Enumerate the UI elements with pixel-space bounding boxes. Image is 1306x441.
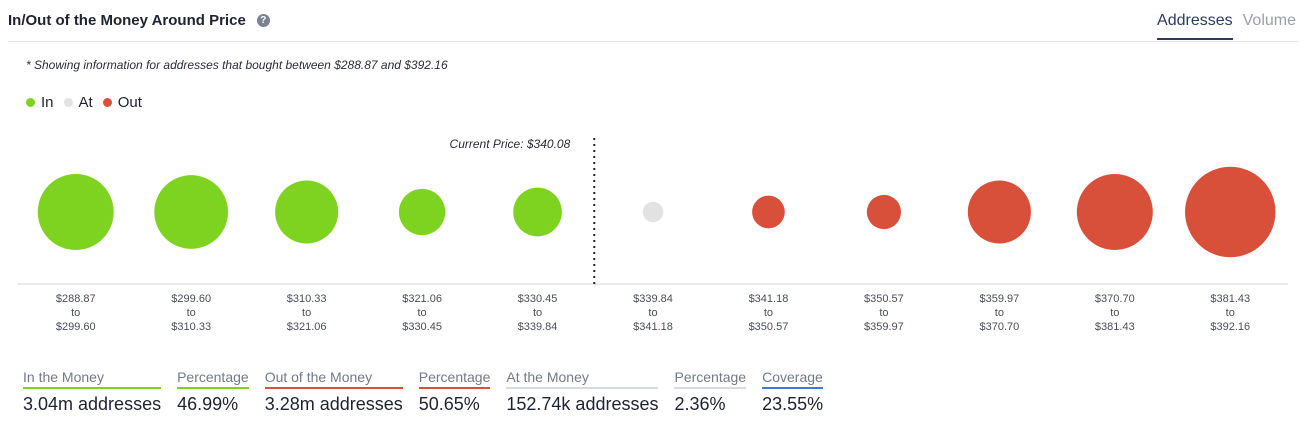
tick-label-from: $350.57 bbox=[864, 293, 904, 305]
tick-label-connector: to bbox=[764, 307, 773, 319]
stat-value: 3.04m addresses bbox=[23, 394, 162, 414]
question-circle-icon[interactable]: ? bbox=[256, 14, 270, 27]
bubble-out[interactable] bbox=[967, 180, 1031, 244]
tick-label-from: $370.70 bbox=[1095, 293, 1135, 305]
widget-title: In/Out of the Money Around Price ? bbox=[8, 12, 270, 29]
stat-value: 3.28m addresses bbox=[264, 394, 403, 414]
legend-item-at[interactable]: At bbox=[63, 94, 93, 111]
tick-label-to: $350.57 bbox=[749, 321, 789, 333]
tick-label-to: $341.18 bbox=[633, 321, 673, 333]
tick-label-from: $310.33 bbox=[287, 293, 327, 305]
tick-label-to: $321.06 bbox=[287, 321, 327, 333]
bubble-in[interactable] bbox=[275, 180, 339, 244]
view-tabs: Addresses Volume bbox=[1147, 12, 1296, 40]
bubble-at[interactable] bbox=[642, 201, 664, 223]
current-price-label: Current Price: $340.08 bbox=[450, 137, 571, 151]
stat-label: In the Money bbox=[23, 369, 162, 389]
stat-coverage: Coverage 23.55% bbox=[762, 369, 824, 415]
bubble-in[interactable] bbox=[154, 175, 229, 249]
legend-dot-at-icon bbox=[63, 98, 73, 107]
stat-label: Percentage bbox=[418, 369, 491, 389]
legend-label-at: At bbox=[78, 94, 93, 111]
bubble-chart: $288.87 to $299.60 $299.60 to $310.33 $310.33 t… bbox=[18, 137, 1288, 333]
stat-in-percentage: Percentage 46.99% bbox=[177, 369, 249, 415]
tick-label-to: $370.70 bbox=[979, 321, 1019, 333]
header-divider bbox=[8, 41, 1298, 42]
bubble-out[interactable] bbox=[866, 194, 902, 230]
tick-label-from: $288.87 bbox=[56, 293, 96, 305]
legend-label-in: In bbox=[41, 94, 54, 111]
tick-label-connector: to bbox=[1226, 307, 1235, 319]
tick-label-from: $321.06 bbox=[402, 293, 442, 305]
tick-label-connector: to bbox=[1110, 307, 1119, 319]
chart-legend: In At Out bbox=[26, 94, 152, 111]
tick-label-to: $381.43 bbox=[1095, 321, 1135, 333]
tick-label-connector: to bbox=[533, 307, 542, 319]
stat-label: Percentage bbox=[674, 369, 747, 389]
tick-label-from: $341.18 bbox=[749, 293, 789, 305]
bubble-in[interactable] bbox=[37, 174, 114, 250]
tick-label-connector: to bbox=[187, 307, 196, 319]
tick-label-from: $330.45 bbox=[518, 293, 558, 305]
stat-label: Percentage bbox=[177, 369, 249, 389]
legend-item-in[interactable]: In bbox=[26, 94, 54, 111]
tick-label-from: $381.43 bbox=[1210, 293, 1250, 305]
stat-label: At the Money bbox=[506, 369, 659, 389]
legend-item-out[interactable]: Out bbox=[102, 94, 142, 111]
stat-value: 46.99% bbox=[177, 394, 239, 414]
legend-dot-in-icon bbox=[26, 98, 35, 107]
bubble-out[interactable] bbox=[1185, 166, 1276, 258]
stat-value: 152.74k addresses bbox=[506, 394, 659, 414]
tick-label-connector: to bbox=[995, 307, 1004, 319]
widget-title-text: In/Out of the Money Around Price bbox=[8, 12, 246, 29]
stat-out-of-the-money: Out of the Money 3.28m addresses bbox=[264, 369, 403, 415]
tick-label-connector: to bbox=[302, 307, 311, 319]
stat-in-the-money: In the Money 3.04m addresses bbox=[23, 369, 162, 415]
tab-addresses[interactable]: Addresses bbox=[1157, 12, 1233, 40]
stat-label: Out of the Money bbox=[264, 369, 403, 389]
tick-label-connector: to bbox=[879, 307, 888, 319]
tick-label-connector: to bbox=[71, 307, 80, 319]
stat-at-percentage: Percentage 2.36% bbox=[674, 369, 747, 415]
stat-value: 2.36% bbox=[674, 394, 726, 414]
stat-out-percentage: Percentage 50.65% bbox=[418, 369, 491, 415]
bubble-in[interactable] bbox=[513, 187, 562, 237]
bubble-in[interactable] bbox=[398, 188, 446, 236]
tick-label-to: $310.33 bbox=[171, 321, 211, 333]
tick-label-to: $392.16 bbox=[1210, 321, 1250, 333]
stat-label: Coverage bbox=[762, 369, 824, 389]
tick-label-from: $299.60 bbox=[171, 293, 211, 305]
legend-label-out: Out bbox=[117, 94, 142, 111]
bubble-out[interactable] bbox=[752, 195, 785, 229]
tick-label-to: $330.45 bbox=[402, 321, 442, 333]
tick-label-connector: to bbox=[648, 307, 657, 319]
tick-label-to: $299.60 bbox=[56, 321, 96, 333]
tick-label-to: $359.97 bbox=[864, 321, 904, 333]
stat-value: 50.65% bbox=[418, 394, 480, 414]
tick-label-connector: to bbox=[417, 307, 426, 319]
tick-label-to: $339.84 bbox=[518, 321, 558, 333]
stat-value: 23.55% bbox=[762, 394, 824, 414]
range-note: * Showing information for addresses that… bbox=[26, 58, 448, 72]
tick-label-from: $359.97 bbox=[979, 293, 1019, 305]
bubble-out[interactable] bbox=[1076, 174, 1153, 250]
tab-volume[interactable]: Volume bbox=[1242, 12, 1296, 29]
summary-stats: In the Money 3.04m addresses Percentage … bbox=[23, 369, 839, 415]
legend-dot-out-icon bbox=[102, 98, 112, 107]
tick-label-from: $339.84 bbox=[633, 293, 673, 305]
stat-at-the-money: At the Money 152.74k addresses bbox=[506, 369, 659, 415]
